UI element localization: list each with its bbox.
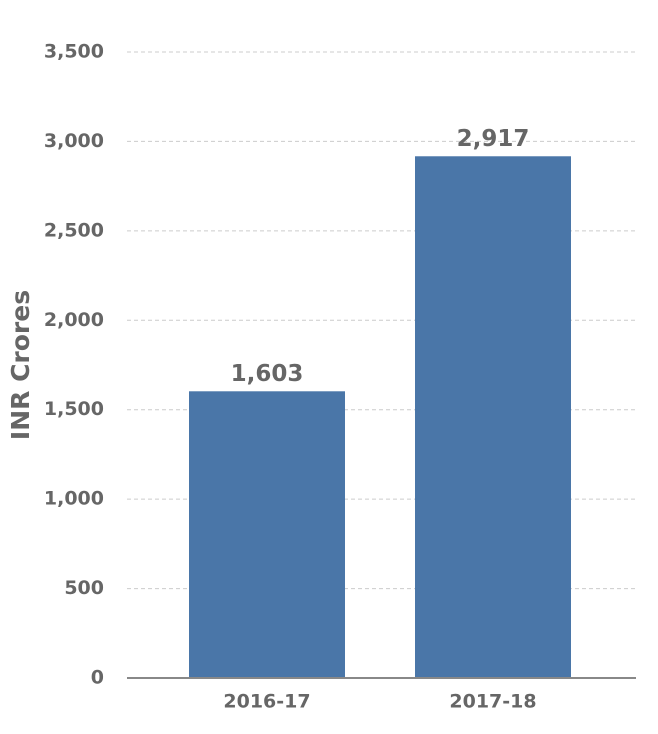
x-tick-label: 2017-18 [449,691,536,713]
y-tick-label: 2,500 [44,219,104,241]
x-tick-label: 2016-17 [223,691,310,713]
y-axis-title: INR Crores [6,290,35,440]
value-label: 2,917 [457,126,530,152]
y-tick-label: 1,000 [44,488,104,510]
y-tick-label: 3,000 [44,130,104,152]
bar [415,156,571,679]
bar [189,391,345,678]
y-tick-label: 1,500 [44,398,104,420]
value-label: 1,603 [231,361,304,387]
y-tick-label: 500 [64,577,104,599]
y-tick-label: 0 [91,667,104,689]
y-tick-label: 2,000 [44,309,104,331]
y-tick-label: 3,500 [44,41,104,63]
